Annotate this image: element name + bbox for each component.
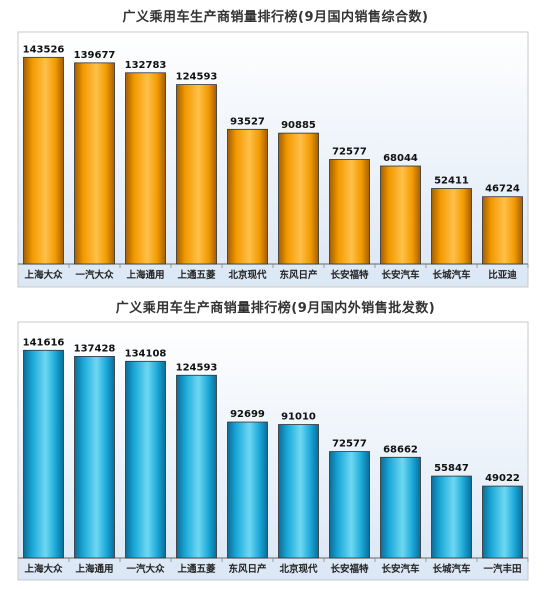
bar [329,159,370,265]
bar [125,72,166,265]
bar [74,62,115,265]
bar-chart-domestic-sales: 143526 上海大众 139677 一汽大众 132783 上海通用 124593 上通五菱… [17,31,529,288]
bar [431,475,472,559]
bar [380,456,421,559]
category-label: 一汽丰田 [483,563,521,575]
bar [227,421,268,559]
category-label: 一汽大众 [126,563,165,575]
data-label: 93527 [230,116,265,127]
category-label: 东风日产 [228,563,267,575]
category-label: 东风日产 [279,269,318,281]
data-label: 68662 [383,444,418,455]
category-label: 上通五菱 [177,269,216,281]
data-label: 134108 [125,348,167,359]
category-label: 长安汽车 [381,563,420,575]
data-label: 143526 [23,44,65,55]
category-label: 一汽大众 [75,269,114,281]
data-label: 55847 [434,463,469,474]
data-label: 141616 [23,337,65,348]
bar [227,128,268,265]
category-label: 上海通用 [126,269,164,281]
data-label: 92699 [230,409,265,420]
data-label: 139677 [74,50,116,61]
category-label: 长安福特 [330,563,369,575]
bar [329,451,370,559]
category-label: 上海通用 [75,563,113,575]
chart-title: 广义乘用车生产商销量排行榜(9月国内外销售批发数) [115,301,436,316]
data-label: 90885 [281,120,316,131]
bar [278,132,319,265]
bar [176,84,217,265]
data-label: 68044 [383,153,418,164]
data-label: 124593 [176,362,218,373]
bar [74,356,115,559]
category-label: 北京现代 [279,563,318,575]
category-label: 长城汽车 [432,563,471,575]
category-label: 比亚迪 [488,269,517,281]
data-label: 72577 [332,146,367,157]
bar [23,349,64,559]
category-label: 长安福特 [330,269,369,281]
bar [380,165,421,265]
bar [176,374,217,559]
data-label: 52411 [434,176,469,187]
bar [482,196,523,265]
data-label: 137428 [74,343,116,354]
data-label: 72577 [332,439,367,450]
category-label: 上海大众 [24,563,63,575]
bar [482,485,523,559]
category-label: 上通五菱 [177,563,216,575]
bar [278,424,319,559]
data-label: 49022 [485,473,520,484]
data-label: 91010 [281,412,316,423]
data-label: 124593 [176,72,218,83]
category-label: 长城汽车 [432,269,471,281]
data-label: 46724 [485,184,520,195]
chart-title: 广义乘用车生产商销量排行榜(9月国内销售综合数) [122,10,429,25]
data-label: 132783 [125,60,167,71]
bar [23,56,64,265]
bar [431,188,472,265]
bar [125,360,166,559]
category-label: 北京现代 [228,269,267,281]
category-label: 上海大众 [24,269,63,281]
category-label: 长安汽车 [381,269,420,281]
